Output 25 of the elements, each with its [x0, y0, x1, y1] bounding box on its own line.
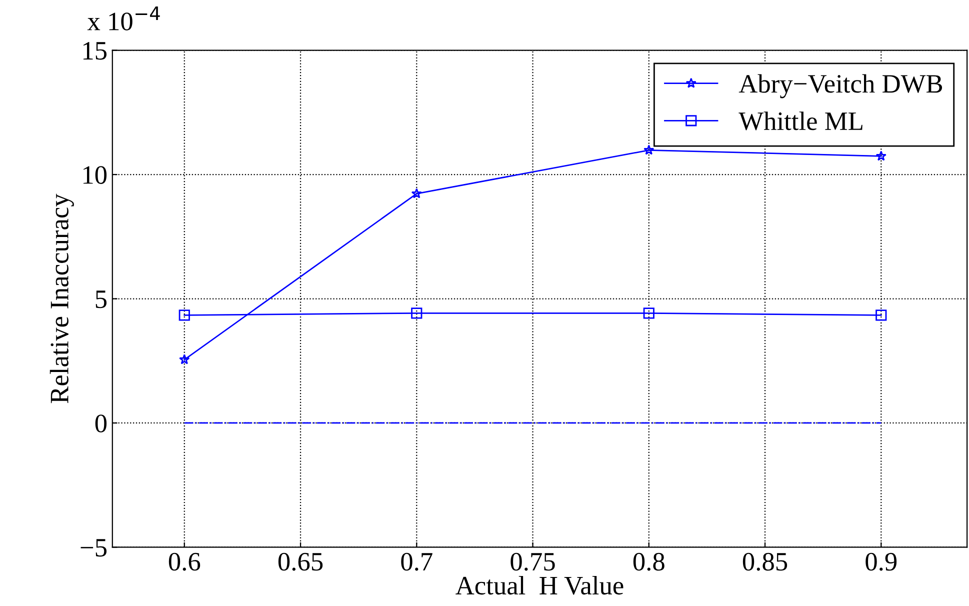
point	[411, 308, 422, 319]
text: x 10$^{−4}$	[87, 6, 160, 30]
y-tick-label: −5	[80, 539, 107, 557]
point	[876, 310, 887, 321]
legend-label: Whittle ML	[738, 112, 862, 130]
x-tick-label: 0.65	[278, 552, 323, 571]
x-tick-label: 0.9	[866, 552, 897, 571]
point	[644, 144, 654, 155]
x-tick-label: 0.75	[510, 552, 555, 571]
legend-label: Abry−Veitch DWB	[738, 74, 942, 98]
y-axis-title: Relative Inaccuracy	[50, 194, 74, 404]
x-tick-label: 0.6	[168, 552, 200, 571]
x-tick-label: 0.8	[633, 552, 664, 571]
x-tick-label: 0.7	[401, 552, 432, 571]
x-tick-label: 0.85	[742, 552, 788, 571]
point	[876, 150, 886, 161]
point	[643, 308, 654, 319]
point	[179, 354, 190, 364]
y-tick-label: 5	[96, 290, 107, 308]
point	[411, 188, 422, 198]
x-axis-title: Actual H Value	[456, 576, 624, 595]
y-tick-label: 15	[83, 42, 107, 60]
y-tick-label: 10	[83, 166, 107, 184]
y-tick-label: 0	[95, 414, 107, 432]
point	[178, 310, 190, 321]
